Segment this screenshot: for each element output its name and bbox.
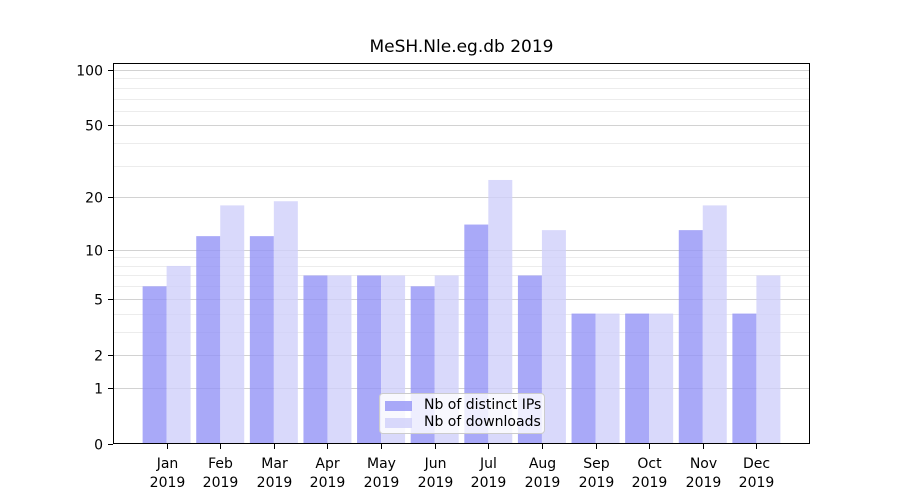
x-axis-month-label: Mar <box>261 456 288 472</box>
legend-label-distinct-ips: Nb of distinct IPs <box>424 397 542 413</box>
bar-distinct-ips-jan <box>142 286 167 444</box>
x-axis-month-label: Nov <box>690 456 717 472</box>
bar-downloads-oct <box>649 313 674 444</box>
bar-downloads-mar <box>273 201 298 444</box>
bar-downloads-feb <box>220 205 245 444</box>
y-axis-tick-label: 2 <box>94 349 103 365</box>
x-axis-year-label: 2019 <box>471 475 507 491</box>
bar-distinct-ips-sep <box>571 313 596 444</box>
x-axis-year-label: 2019 <box>364 475 400 491</box>
y-axis-tick-label: 20 <box>85 191 103 207</box>
legend-label-downloads: Nb of downloads <box>424 414 541 430</box>
bar-downloads-jan <box>166 265 191 444</box>
bar-distinct-ips-may <box>357 275 382 444</box>
x-axis-month-label: Aug <box>529 456 556 472</box>
x-axis-month-label: Feb <box>208 456 233 472</box>
x-axis-year-label: 2019 <box>203 475 239 491</box>
y-axis-tick-label: 50 <box>85 119 103 135</box>
bar-distinct-ips-oct <box>625 313 650 444</box>
x-axis-year-label: 2019 <box>579 475 615 491</box>
x-axis-month-label: Jan <box>156 456 179 472</box>
x-axis-month-label: Dec <box>743 456 770 472</box>
bar-distinct-ips-dec <box>732 313 757 444</box>
x-axis-year-label: 2019 <box>632 475 668 491</box>
x-axis-month-label: May <box>367 456 396 472</box>
legend-item-distinct-ips: Nb of distinct IPs <box>385 397 541 414</box>
y-axis-tick-label: 10 <box>85 244 103 260</box>
x-axis-year-label: 2019 <box>418 475 454 491</box>
bar-downloads-aug <box>541 230 566 444</box>
x-axis-month-label: Jul <box>479 456 497 472</box>
x-axis-year-label: 2019 <box>739 475 775 491</box>
y-axis-tick-label: 0 <box>94 438 103 454</box>
x-axis-month-label: Apr <box>315 456 339 472</box>
x-axis-year-label: 2019 <box>257 475 293 491</box>
x-axis-year-label: 2019 <box>310 475 346 491</box>
x-axis-year-label: 2019 <box>525 475 561 491</box>
bar-distinct-ips-nov <box>678 230 703 444</box>
legend-item-downloads: Nb of downloads <box>385 414 541 431</box>
x-axis-year-label: 2019 <box>686 475 722 491</box>
x-axis-year-label: 2019 <box>150 475 186 491</box>
y-axis-tick-label: 100 <box>76 64 103 80</box>
y-axis-tick-label: 1 <box>94 382 103 398</box>
bar-downloads-dec <box>756 275 781 444</box>
bar-downloads-sep <box>595 313 620 444</box>
bar-distinct-ips-apr <box>303 275 328 444</box>
plot-border <box>113 63 810 444</box>
legend: Nb of distinct IPs Nb of downloads <box>379 393 545 434</box>
legend-swatch-distinct-ips <box>385 400 412 411</box>
bar-downloads-apr <box>327 275 352 444</box>
y-axis-tick-label: 5 <box>94 293 103 309</box>
bar-downloads-nov <box>702 205 727 444</box>
chart-title: MeSH.Nle.eg.db 2019 <box>369 37 554 57</box>
bar-distinct-ips-feb <box>196 236 221 444</box>
x-axis-month-label: Oct <box>637 456 662 472</box>
x-axis-month-label: Jun <box>424 456 447 472</box>
x-axis-month-label: Sep <box>583 456 610 472</box>
bar-distinct-ips-mar <box>249 236 274 444</box>
legend-swatch-downloads <box>385 417 412 428</box>
